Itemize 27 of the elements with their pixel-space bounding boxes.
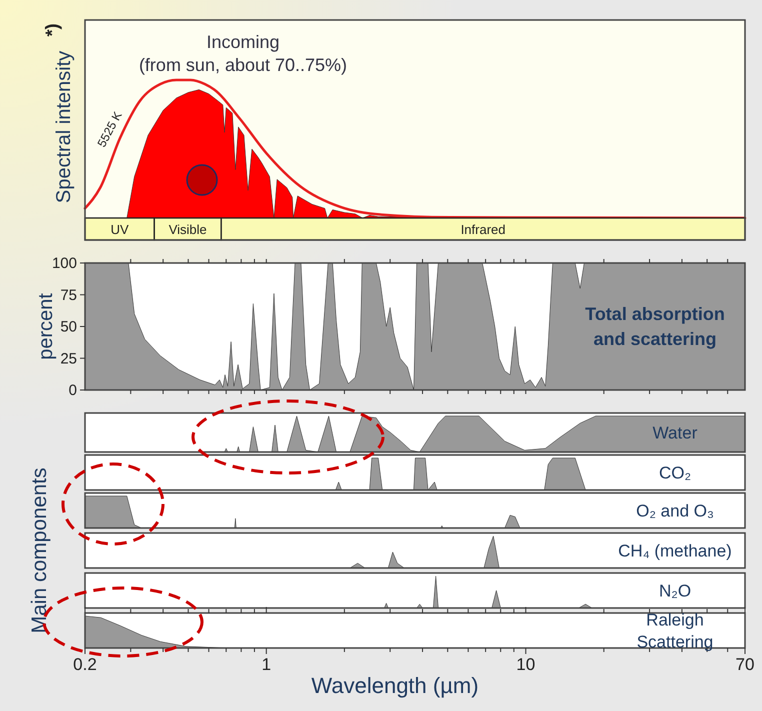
y-axis-title: percent [35,292,57,360]
text: 5525 K [94,109,125,150]
text: Incoming [206,32,280,52]
y-tick-label: 75 [60,286,77,304]
band-label: UV [110,222,130,237]
chart-title: CH₄ (methane) [618,542,732,560]
x-tick-label: 10 [516,655,536,674]
y-tick-label: 50 [60,318,77,336]
y-tick-label: 0 [68,382,77,399]
chart-title: CO₂ [658,464,692,482]
text: Total absorption and scattering [585,304,725,349]
y-tick-label: 25 [60,350,77,368]
text: (from sun, about 70..75%) [138,55,348,75]
y-axis-title: Spectral intensity [53,50,75,204]
y-tick-label: 100 [52,255,77,272]
y-axis-title: Main components [28,468,51,634]
chart-title: N₂O [658,582,692,600]
x-axis-title: Wavelength (µm) [311,673,479,698]
chart-title: Water [652,424,698,442]
x-tick-label: 0.2 [73,655,97,674]
band-label: Infrared [460,222,506,237]
chart-title: Raleigh Scattering [636,610,714,652]
text: *) [42,23,62,36]
x-tick-label: 70 [736,655,754,674]
x-tick-label: 1 [262,655,272,674]
chart-title: O₂ and O₃ [636,502,714,520]
band-label: Visible [168,222,207,237]
